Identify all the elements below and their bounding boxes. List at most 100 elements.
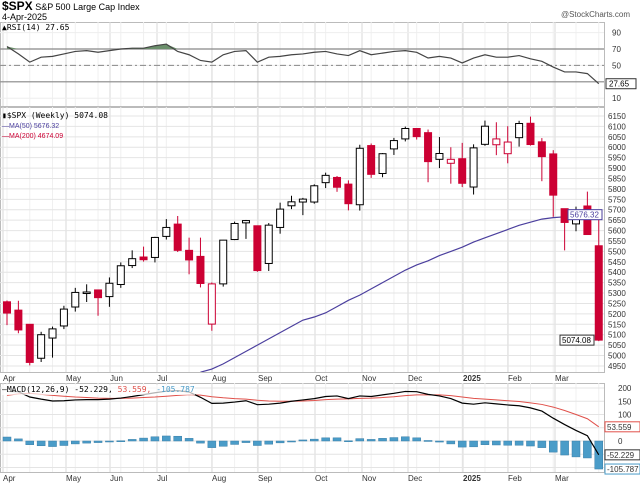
candle [480, 120, 489, 146]
price-tick-label: 5500 [608, 247, 626, 256]
candle-body [321, 174, 330, 184]
candle-body [310, 185, 319, 203]
price-tick-label: 5700 [608, 206, 626, 215]
rsi-icon: ▲ [2, 23, 7, 32]
macd-tick-label: 100 [618, 411, 632, 420]
histogram-bar [560, 440, 569, 456]
candle [116, 262, 125, 288]
histogram-bar [310, 438, 319, 442]
candle-body [526, 122, 535, 146]
candle-body [503, 141, 512, 155]
histogram-bar [435, 440, 444, 443]
candle [355, 144, 364, 211]
price-tick-label: 5550 [608, 237, 626, 246]
candle [241, 219, 250, 239]
histogram-bar [173, 435, 182, 442]
candle-body [116, 265, 125, 286]
histogram-bar [48, 440, 57, 447]
rsi-value-label: 27.65 [609, 80, 630, 89]
macd-value-label: -52.229 [607, 451, 635, 460]
index-name: S&P 500 Large Cap Index [35, 2, 140, 12]
candle-body [424, 132, 433, 163]
candle [173, 215, 182, 253]
month-label: Dec [408, 374, 422, 383]
candle-body [219, 239, 228, 285]
rsi-legend: ▲RSI(14) 27.65 [2, 23, 70, 32]
candle-body [515, 122, 524, 139]
histogram-bar [594, 440, 604, 470]
candle [526, 116, 535, 146]
histogram-bar [332, 437, 342, 442]
month-label: 2025 [463, 474, 481, 483]
candle [503, 126, 512, 164]
candle-body [355, 147, 364, 206]
price-tick-label: 5300 [608, 289, 626, 298]
price-tick-label: 5050 [608, 341, 626, 350]
candle-body [264, 224, 273, 264]
macd-tick-label: 150 [618, 397, 632, 406]
candle [287, 195, 296, 210]
candle [276, 202, 285, 234]
candle-body [583, 205, 592, 236]
chart-title: $SPX S&P 500 Large Cap Index [2, 0, 140, 12]
histogram-value-box [604, 463, 640, 475]
month-label: Dec [408, 474, 422, 483]
histogram-bar [218, 440, 228, 447]
month-label: Sep [258, 374, 273, 383]
histogram-bar [457, 440, 467, 448]
price-tick-label: 5600 [608, 227, 626, 236]
price-tick-label: 5450 [608, 258, 626, 267]
price-tick-label: 5800 [608, 185, 626, 194]
candle-body [230, 222, 239, 241]
candle-body [241, 220, 250, 224]
macd-tick-label: 0 [618, 437, 623, 446]
candle-body [549, 153, 558, 196]
month-label: Sep [258, 474, 273, 483]
candle [401, 126, 410, 142]
rsi-overbought-fill [7, 44, 599, 49]
candle [196, 237, 205, 288]
month-label: Aug [212, 374, 226, 383]
candle-body [458, 158, 467, 184]
candle-body [287, 201, 296, 207]
candle [59, 305, 68, 330]
month-label: May [66, 474, 81, 483]
ma50-value-box [567, 209, 603, 221]
chart-date: 4-Apr-2025 [2, 12, 48, 22]
histogram-bar [196, 440, 205, 444]
histogram-bar [446, 440, 456, 445]
histogram-bar [514, 440, 524, 446]
month-label: Apr [3, 374, 16, 383]
candle-body [298, 198, 307, 203]
histogram-bar [469, 440, 478, 448]
month-label: Apr [3, 474, 16, 483]
candle-body [196, 255, 205, 284]
price-tick-label: 5100 [608, 331, 626, 340]
candle-body [128, 258, 137, 267]
candle-body [173, 223, 182, 251]
month-label: May [66, 374, 81, 383]
price-value-label: 5074.08 [562, 336, 591, 345]
rsi-tick-label: 10 [612, 94, 621, 103]
rsi-tick-label: 90 [612, 29, 621, 38]
price-tick-label: 5750 [608, 195, 626, 204]
candle-body [276, 208, 285, 228]
price-tick-label: 5350 [608, 279, 626, 288]
histogram-bar [2, 436, 12, 442]
price-tick-label: 5200 [608, 310, 626, 319]
histogram-bar [36, 440, 46, 447]
histogram-bar [298, 439, 308, 442]
histogram-bar [583, 440, 592, 459]
candle-body [560, 208, 569, 223]
candle [207, 282, 216, 331]
candle-body [469, 147, 478, 188]
candle [230, 221, 239, 241]
histogram-bar [162, 435, 171, 442]
candle-body [48, 328, 57, 339]
candle [128, 250, 137, 269]
candle [3, 300, 11, 326]
price-tick-label: 5850 [608, 174, 626, 183]
candle [14, 300, 23, 334]
candle-body [480, 125, 489, 145]
